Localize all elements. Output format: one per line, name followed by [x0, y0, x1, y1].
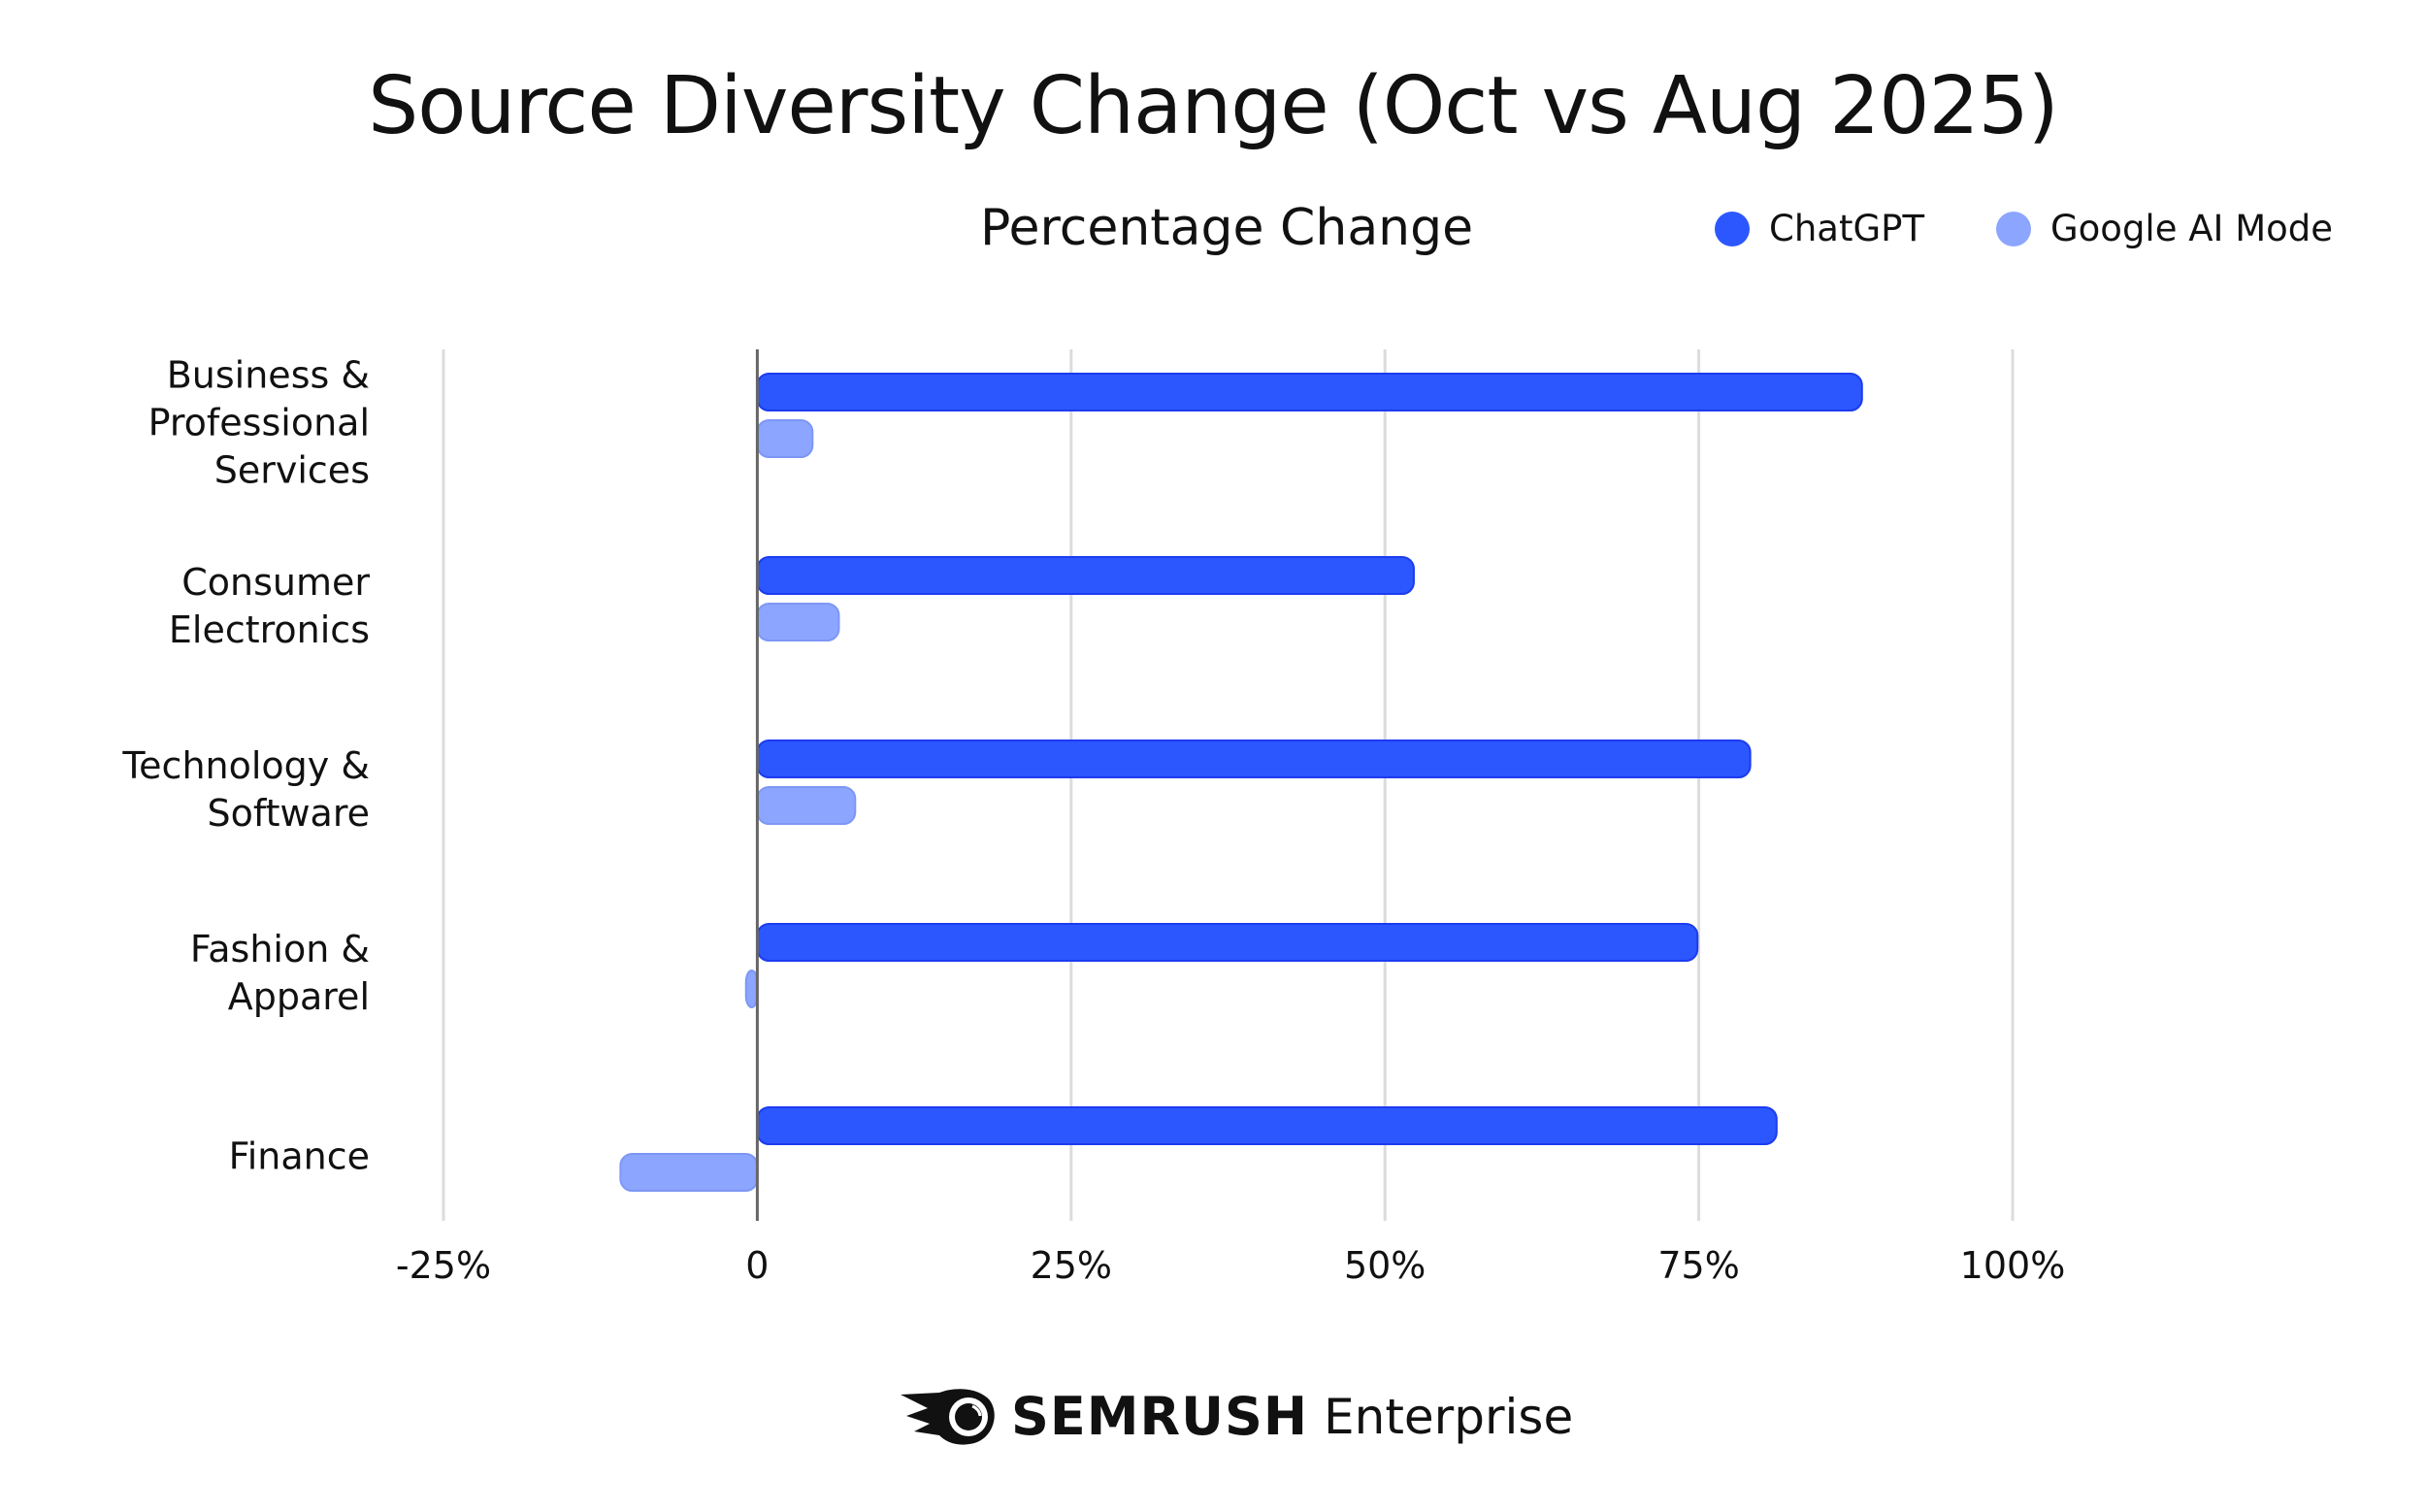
category-label: Technology & Software [122, 744, 370, 835]
semrush-fireball-icon [901, 1388, 995, 1445]
x-tick-label: -25% [395, 1244, 492, 1287]
logo-product: Enterprise [1324, 1388, 1574, 1445]
x-tick-label: 100% [1959, 1244, 2066, 1287]
legend-label: ChatGPT [1769, 208, 1925, 249]
category-label: Consumer Electronics [168, 561, 370, 651]
legend-label: Google AI Mode [2050, 208, 2334, 249]
bar-chatgpt [756, 1106, 1778, 1145]
x-tick-label: 75% [1657, 1244, 1740, 1287]
chart-title: Source Diversity Change (Oct vs Aug 2025… [368, 60, 2059, 152]
x-tick-label: 25% [1030, 1244, 1113, 1287]
bar-chatgpt [756, 556, 1415, 595]
semrush-logo: SEMRUSH Enterprise [901, 1386, 1573, 1447]
bar-chatgpt [756, 740, 1752, 778]
logo-brand: SEMRUSH [1011, 1386, 1309, 1447]
bar-google-ai-mode [756, 786, 857, 825]
legend-item-chatgpt: ChatGPT [1715, 208, 1924, 249]
legend-item-google-ai-mode: Google AI Mode [1996, 208, 2333, 249]
bar-google-ai-mode [744, 970, 759, 1008]
category-label: Fashion & Apparel [189, 928, 370, 1018]
x-tick-label: 50% [1343, 1244, 1426, 1287]
chart-subtitle: Percentage Change [980, 199, 1474, 257]
category-label: Finance [228, 1134, 370, 1178]
bar-chatgpt [756, 923, 1699, 962]
bar-chatgpt [756, 373, 1863, 411]
category-label: Business & Professional Services [148, 353, 370, 492]
bar-google-ai-mode [756, 603, 840, 641]
legend-swatch-google-ai-mode [1996, 211, 2031, 247]
bar-google-ai-mode [756, 419, 814, 458]
bar-google-ai-mode [619, 1153, 759, 1192]
legend-swatch-chatgpt [1715, 211, 1750, 247]
x-tick-label: 0 [745, 1244, 770, 1287]
